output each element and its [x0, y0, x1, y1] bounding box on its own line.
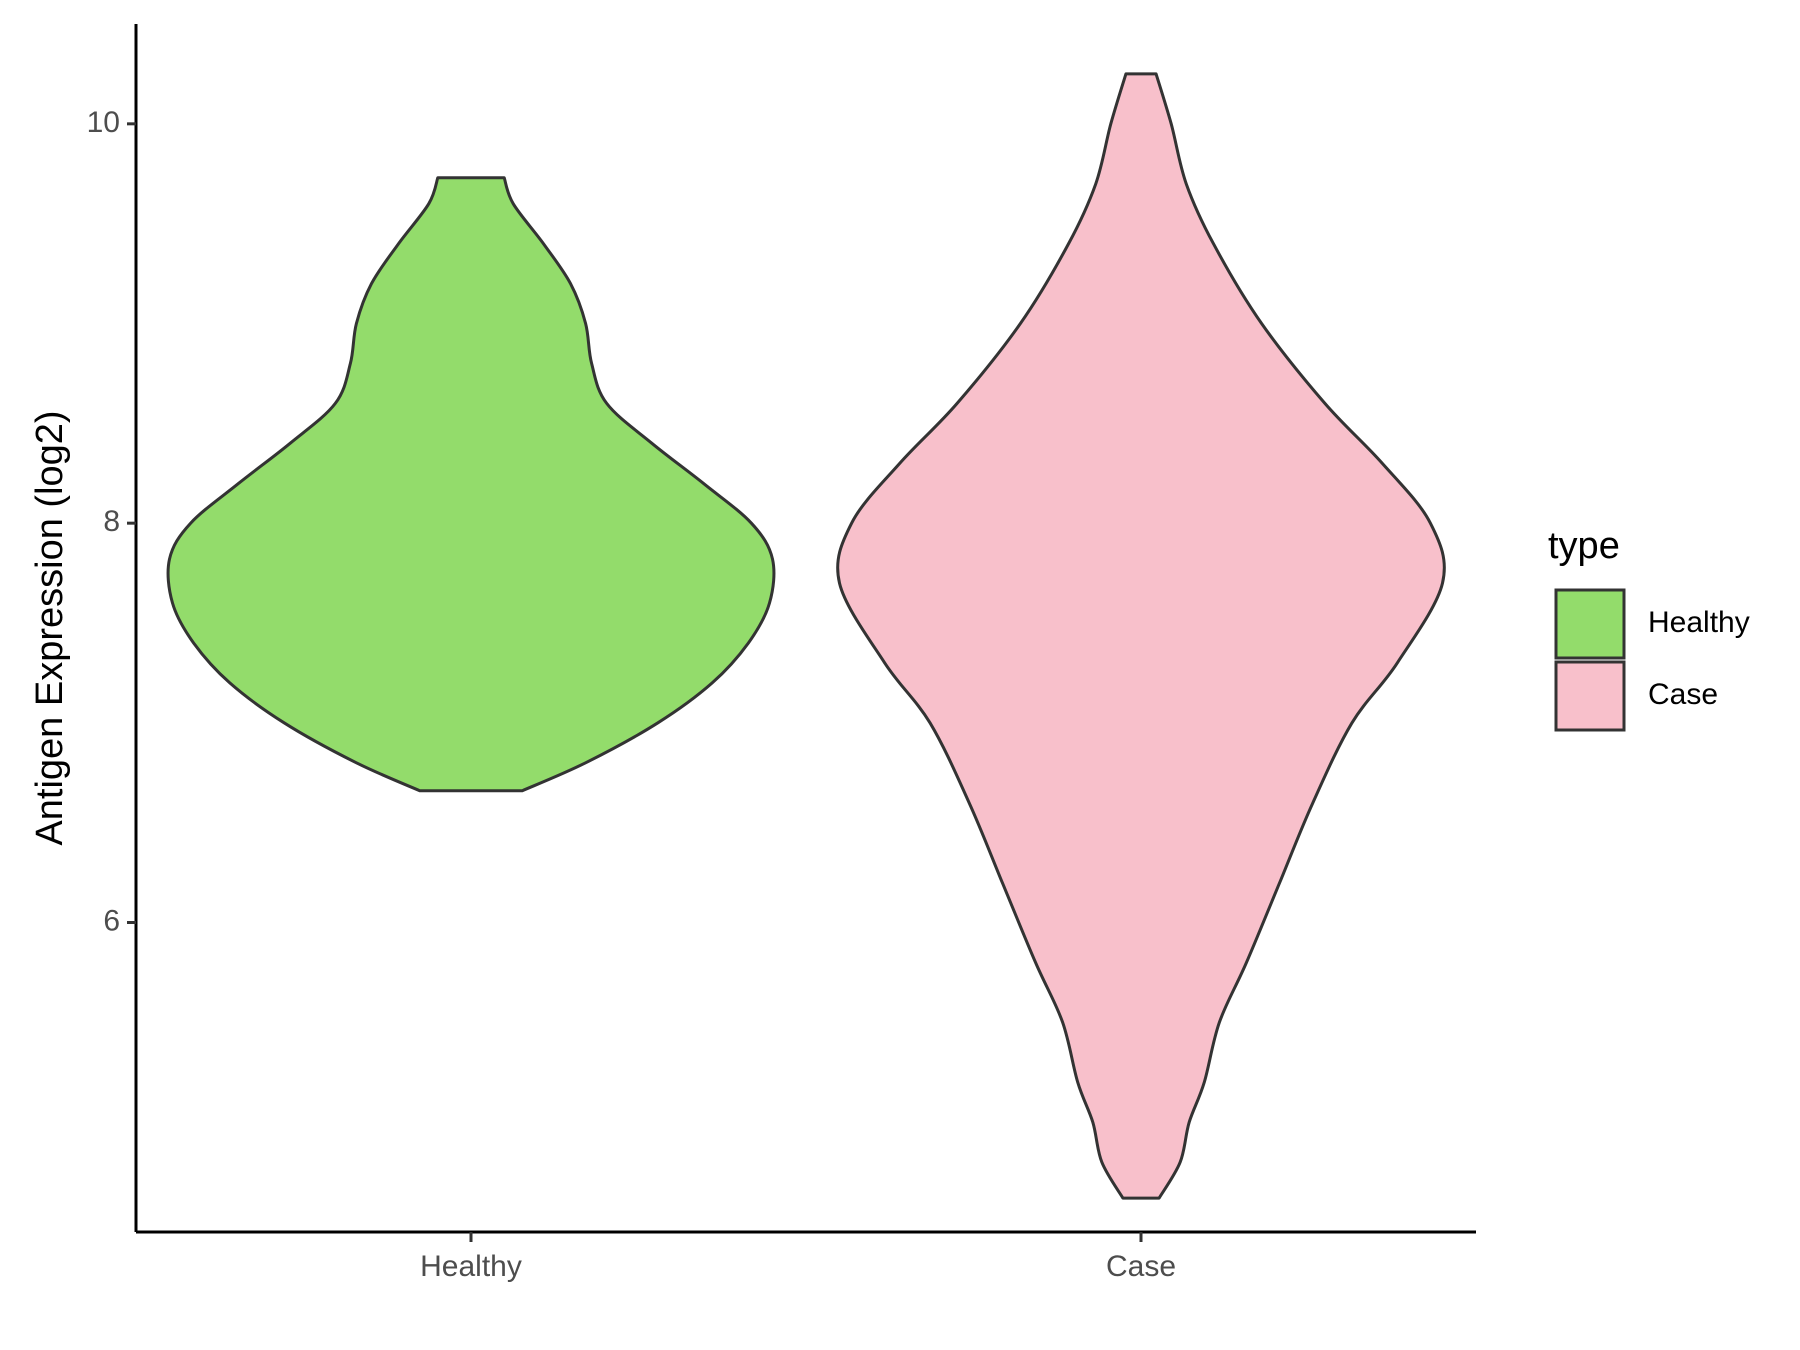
legend-swatch-case [1554, 660, 1626, 732]
legend-swatch-healthy [1554, 588, 1626, 660]
y-axis-ticks: 6 8 10 [87, 106, 136, 937]
x-tick-label: Case [1106, 1250, 1176, 1283]
y-tick-label: 10 [87, 106, 120, 139]
x-axis-ticks: Healthy Case [420, 1232, 1176, 1283]
y-tick-label: 6 [103, 904, 120, 937]
legend-label-case: Case [1648, 678, 1718, 711]
legend-label-healthy: Healthy [1648, 606, 1750, 639]
y-axis-title: Antigen Expression (log2) [29, 410, 71, 845]
violin-case [836, 72, 1446, 1200]
y-tick-label: 8 [103, 505, 120, 538]
legend-title: type [1548, 525, 1620, 567]
legend-items: Healthy Case [1554, 588, 1750, 732]
x-tick-label: Healthy [420, 1250, 522, 1283]
plot-area: 6 8 10 Healthy Case [87, 24, 1476, 1283]
violin-healthy [166, 176, 776, 793]
legend: type Healthy Case [1548, 525, 1750, 732]
violins [166, 72, 1446, 1200]
